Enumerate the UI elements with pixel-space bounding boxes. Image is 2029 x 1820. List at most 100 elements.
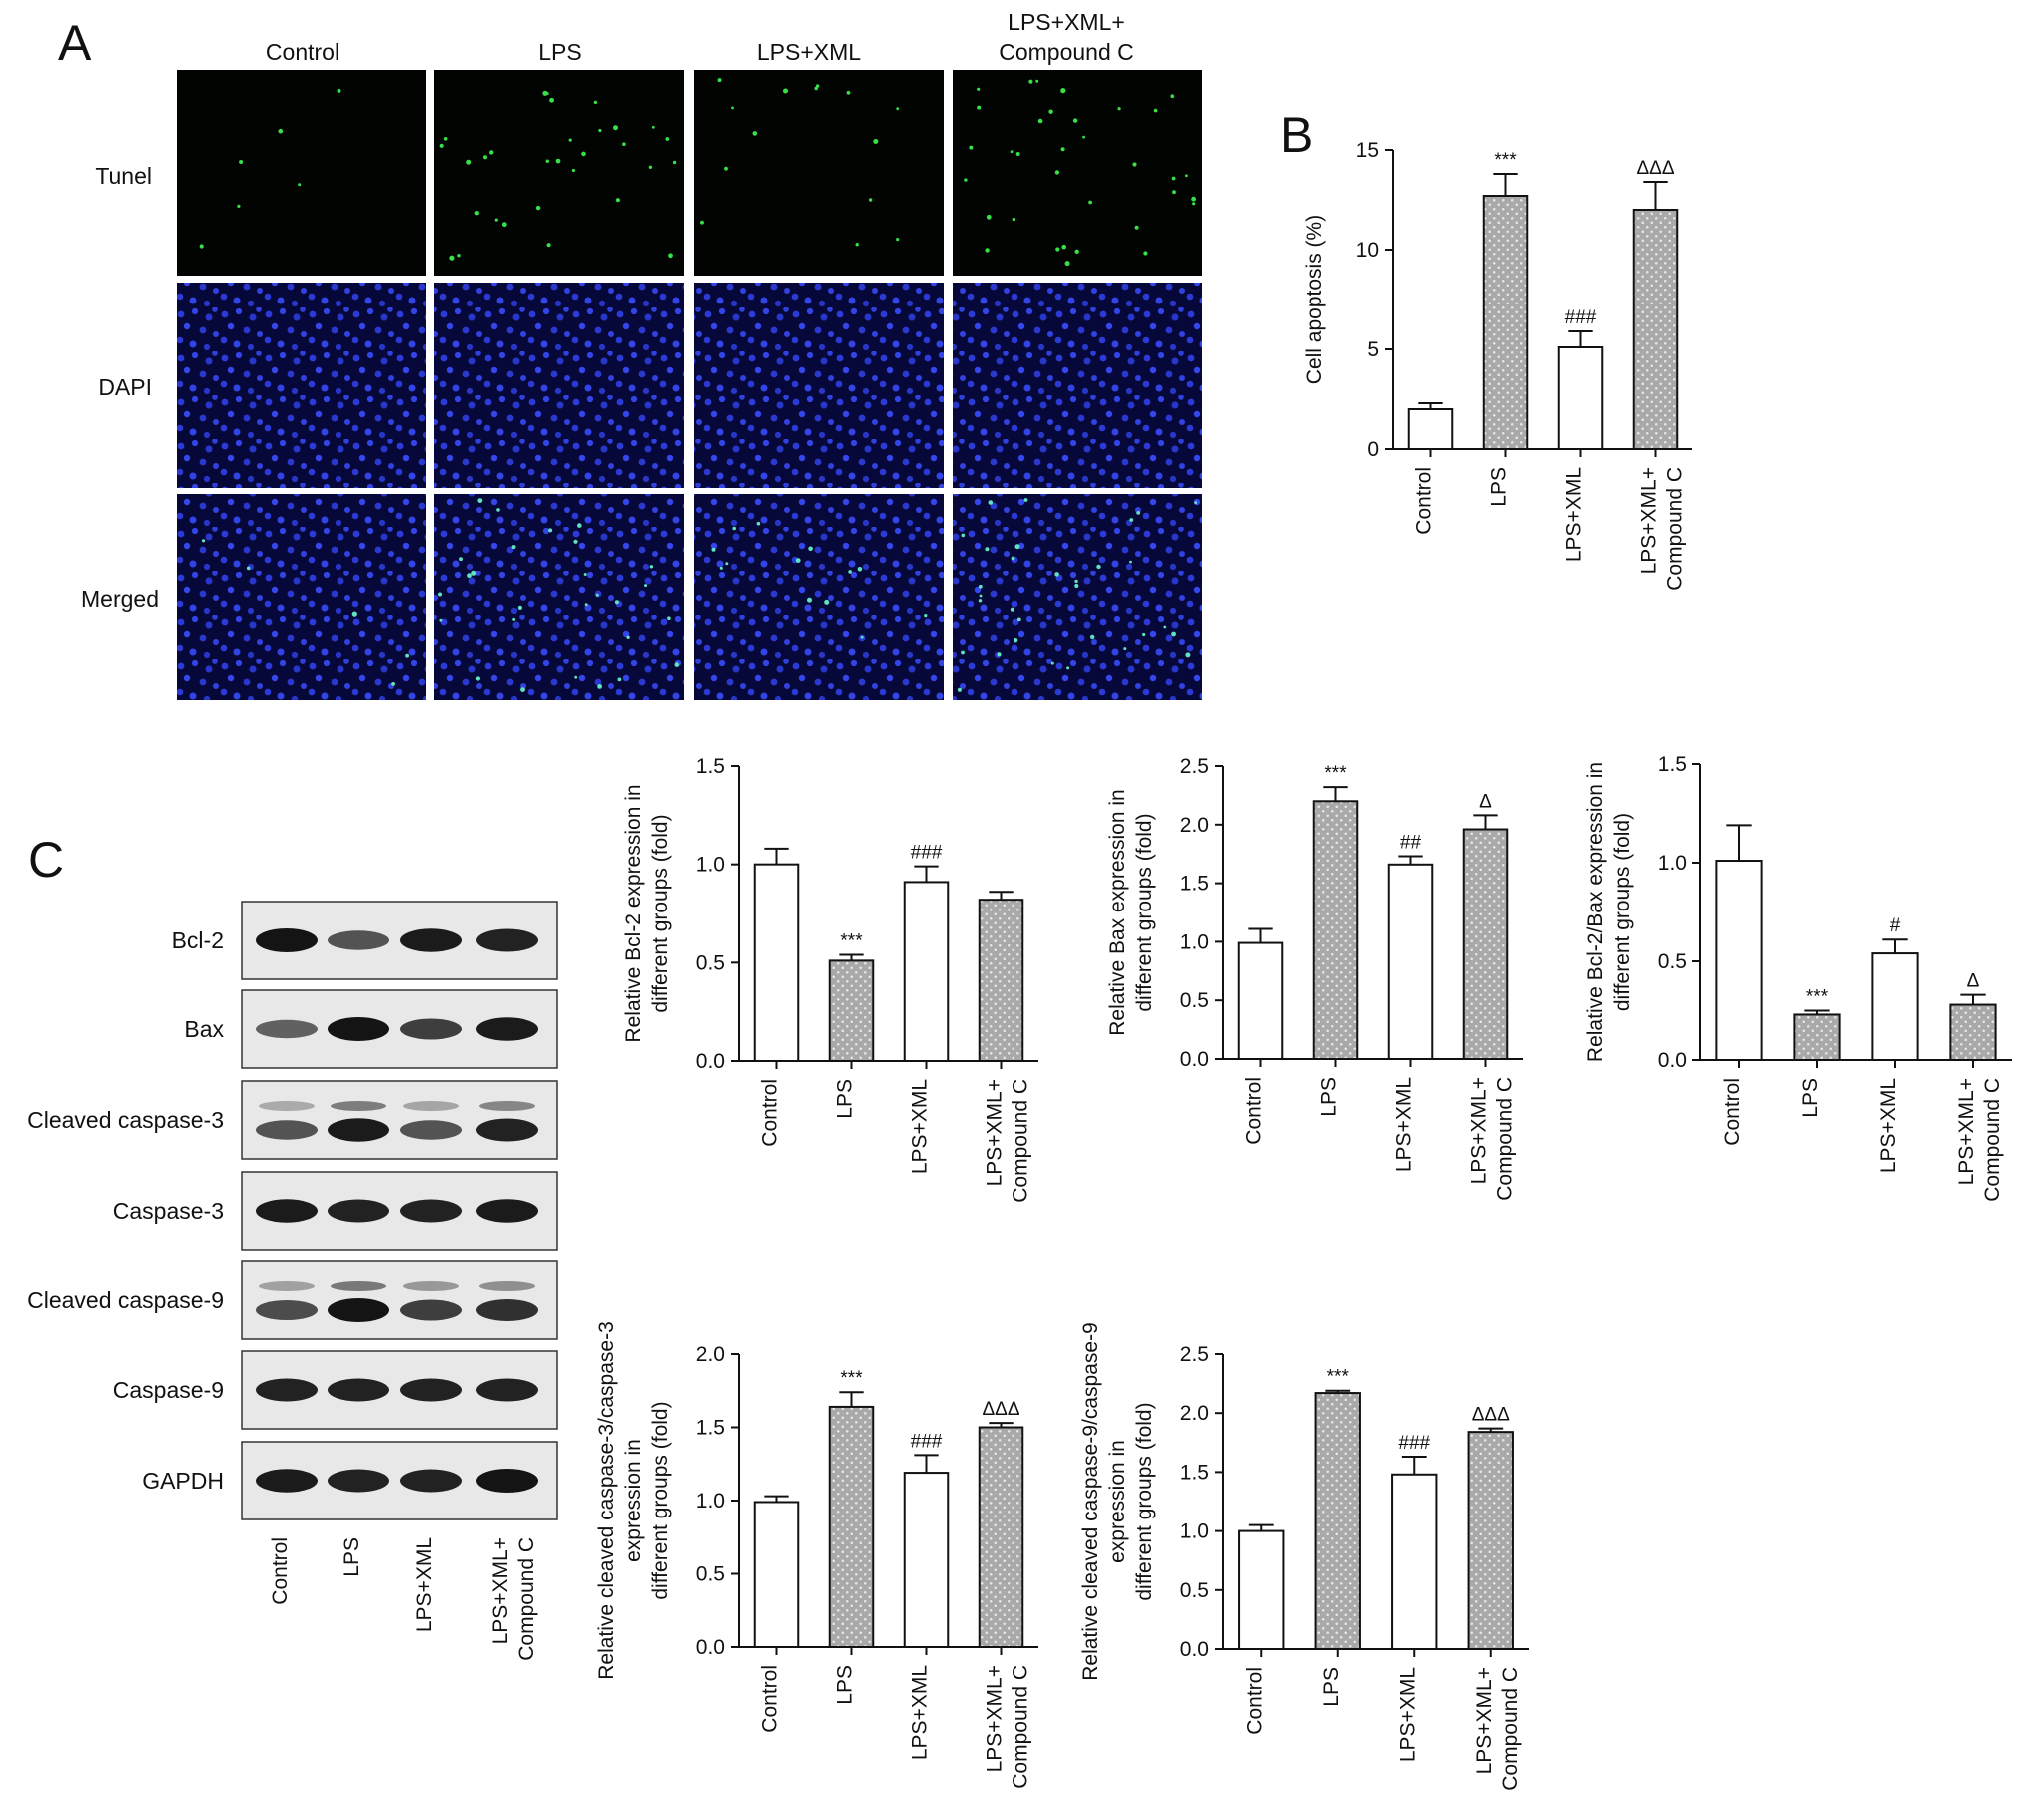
tunel-dot	[457, 254, 461, 258]
x-tick-label-line: Compound C	[1010, 1079, 1032, 1203]
micrograph-merged-0	[177, 494, 426, 700]
tunel-dot	[1061, 244, 1066, 250]
x-tick-label: Control	[1413, 467, 1436, 535]
x-tick-label: Control	[1721, 1078, 1744, 1146]
x-tick-label: LPS	[834, 1079, 857, 1119]
tunel-dot	[489, 150, 494, 155]
tunel-dot	[644, 584, 648, 588]
x-tick-label-line: LPS+XML	[909, 1079, 932, 1174]
tunel-dot	[584, 603, 588, 607]
tunel-dot	[1048, 109, 1053, 114]
x-tick-label: LPS	[1320, 1667, 1343, 1707]
x-tick-label-line: Control	[1413, 467, 1436, 535]
tunel-dot	[549, 97, 554, 103]
x-tick-label: Control	[1243, 1667, 1266, 1735]
y-tick-label: 0.5	[1180, 989, 1209, 1012]
tunel-dot	[199, 244, 204, 249]
micrograph-nuclei	[953, 283, 1202, 488]
tunel-dot	[700, 220, 704, 225]
blot-band	[328, 930, 389, 950]
blot-row-label: Bax	[184, 1016, 224, 1042]
bar	[1871, 952, 1919, 1062]
tunel-dot	[471, 570, 477, 576]
tunel-dot	[1014, 544, 1020, 550]
x-tick-label-line: LPS	[1318, 1077, 1341, 1117]
tunel-dot	[924, 614, 928, 618]
y-tick-label: 1.0	[1180, 930, 1209, 953]
tunel-dot	[1050, 661, 1054, 665]
micrograph-bg	[694, 70, 944, 276]
y-tick-label: 1.0	[1658, 852, 1687, 875]
x-tick-label: LPS+XML	[909, 1079, 932, 1174]
significance-label: Δ	[1479, 791, 1492, 812]
bar	[753, 1501, 800, 1648]
tunel-dot	[1028, 79, 1033, 84]
tunel-dot	[979, 594, 983, 598]
blot-band	[256, 1378, 318, 1402]
x-tick-label: LPS+XML+ Compound C	[1473, 1667, 1522, 1791]
tunel-dot	[439, 143, 444, 148]
significance-label: ***	[1327, 1367, 1350, 1388]
bar	[1632, 209, 1679, 450]
tunel-dot	[1012, 217, 1016, 222]
blot-row-label-line: Caspase-3	[113, 1198, 224, 1224]
micrograph-merged-3	[953, 494, 1202, 700]
bar	[1312, 800, 1359, 1061]
x-tick-label-line: LPS+XML+	[1638, 467, 1661, 574]
x-tick-label-line: LPS+XML+	[1473, 1667, 1496, 1774]
tunel-dot	[846, 90, 851, 95]
bar	[903, 1472, 950, 1648]
blot-upper-band	[259, 1101, 315, 1111]
micrograph-tunel-2	[694, 70, 944, 276]
blot-band	[328, 1017, 389, 1041]
tunel-dot	[896, 107, 900, 111]
chart-cleaved_casp9: 0.0 0.5 1.0 1.5 2.0 2.5 Relative cleaved caspa…	[1079, 1322, 1529, 1791]
bar	[1237, 941, 1284, 1060]
blot-upper-band	[479, 1101, 535, 1111]
micrograph-bg	[434, 70, 684, 276]
significance-label: ΔΔΔ	[1636, 158, 1674, 179]
bar	[978, 1426, 1024, 1648]
tunel-dot	[597, 684, 602, 689]
chart-bcl2_bax: 0.0 0.5 1.0 1.5 Relative Bcl-2/Bax expressio…	[1584, 753, 2012, 1202]
tunel-dot	[857, 567, 863, 572]
col-label-control: Control	[266, 39, 339, 65]
tunel-dot	[1074, 249, 1079, 254]
col-label-lps: LPS	[538, 39, 581, 65]
bar	[1557, 346, 1604, 450]
y-tick-label: 1.5	[696, 755, 725, 778]
tunel-dot	[512, 617, 516, 621]
col-label-lps-xml-compound-c: LPS+XML+ Compound C	[999, 9, 1134, 65]
micrograph-nuclei	[177, 494, 426, 700]
x-tick-label: LPS	[834, 1665, 857, 1705]
micrograph-nuclei	[953, 494, 1202, 700]
tunel-dot	[467, 573, 472, 579]
x-tick-label-line: LPS+XML+	[984, 1665, 1007, 1772]
x-tick-label-line: Control	[759, 1079, 782, 1147]
chart-bax: 0.0 0.5 1.0 1.5 2.0 2.5 Relative Bax expressio…	[1106, 755, 1523, 1201]
significance-label: ###	[911, 843, 943, 864]
tunel-dot	[651, 125, 655, 129]
blot-row-label: Caspase-3	[113, 1198, 224, 1224]
x-tick-label-line: Compound C	[1010, 1665, 1032, 1789]
x-tick-label: Control	[759, 1079, 782, 1147]
significance-label: ΔΔΔ	[1472, 1405, 1510, 1426]
blot-row-label-line: GAPDH	[142, 1468, 224, 1494]
tunel-dot	[986, 214, 992, 220]
col-label-line: LPS+XML+	[1008, 9, 1125, 35]
tunel-dot	[1136, 511, 1141, 515]
blot-band	[476, 1118, 538, 1142]
tunel-dot	[474, 211, 479, 216]
tunel-dot	[985, 547, 990, 552]
blot-band	[400, 1120, 462, 1140]
tunel-dot	[752, 131, 758, 136]
tunel-dot	[665, 137, 670, 141]
micrograph-nuclei	[694, 494, 944, 700]
x-tick-label-line: Control	[1721, 1078, 1744, 1146]
micrograph-bg	[177, 70, 426, 276]
bar	[1467, 1431, 1514, 1651]
blot-band	[400, 1199, 462, 1223]
tunel-dot	[520, 687, 525, 692]
tunel-dot	[674, 662, 680, 667]
blot-row-label-line: Bax	[184, 1016, 224, 1042]
